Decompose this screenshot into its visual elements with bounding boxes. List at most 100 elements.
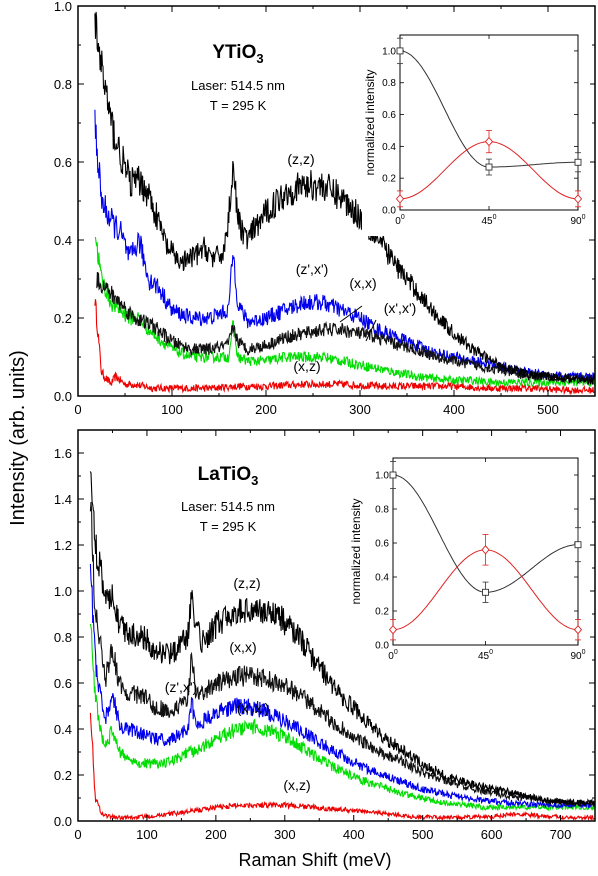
inset-x-tick-degree: 0: [394, 649, 398, 656]
inset-y-tick-label: 0.6: [375, 539, 389, 550]
inset-x-tick-degree: 0: [489, 649, 493, 656]
series-line-xz: [94, 299, 595, 396]
inset-x-tick-value: 0: [388, 651, 394, 662]
series-label-zx: (z',x'): [165, 679, 198, 695]
inset-y-tick-label: 0.8: [375, 505, 389, 516]
inset-y-label: normalized intensity: [363, 69, 377, 175]
x-tick-label: 400: [443, 402, 465, 417]
inset-y-tick-label: 0.0: [382, 206, 396, 217]
compound-name: LaTiO: [198, 464, 252, 485]
inset-diamond-point: [484, 136, 494, 147]
series-line-xpxp: [89, 623, 595, 812]
inset-x-tick-value: 0: [395, 216, 401, 227]
inset-square-point: [389, 471, 397, 479]
series-label-xpxp: (x',x'): [384, 300, 417, 316]
label-pointer: [365, 319, 377, 342]
inset-x-tick-degree: 0: [401, 214, 405, 221]
inset-y-tick-label: 1.0: [382, 46, 396, 57]
inset-x-tick-degree: 0: [582, 649, 586, 656]
inset-background: [362, 20, 590, 236]
label-pointer: [339, 305, 363, 323]
x-tick-label: 500: [537, 402, 559, 417]
x-tick-label: 400: [343, 827, 365, 842]
inset-square-point: [396, 47, 404, 55]
series-line-zx: [94, 109, 595, 382]
x-tick-label: 100: [136, 827, 158, 842]
inset-diamond-point: [573, 194, 583, 204]
inset-square-point: [482, 588, 489, 596]
inset-y-tick-label: 1.0: [375, 471, 389, 482]
y-tick-label: 0.6: [54, 155, 72, 170]
compound-title: YTiO3: [212, 42, 263, 66]
chart-panel-2: 0 100 200 300 400 500 600 7000.00.20.40.60.81.0…: [54, 429, 596, 842]
series-line-xpxp: [94, 236, 595, 388]
inset-x-tick-label: 900: [570, 214, 585, 227]
y-tick-label: 0.2: [54, 768, 72, 783]
inset-y-tick-label: 0.4: [375, 573, 389, 584]
y-tick-label: 1.2: [54, 538, 72, 553]
series-line-zx: [89, 563, 595, 810]
inset-diamond-point: [481, 545, 490, 555]
series-label-xz: (x,z): [293, 358, 320, 374]
y-tick-label: 1.6: [54, 446, 72, 461]
y-tick-label: 0.4: [54, 722, 72, 737]
laser-label: Laser: 514.5 nm: [181, 499, 275, 514]
inset-x-tick-value: 90: [570, 651, 582, 662]
inset-x-tick-value: 90: [570, 216, 582, 227]
series-group: [94, 11, 595, 396]
series-line-xx: [89, 501, 595, 808]
y-tick-label: 0.2: [54, 311, 72, 326]
inset-y-label: normalized intensity: [349, 498, 363, 604]
temperature-label: T = 295 K: [210, 98, 267, 113]
y-tick-label: 1.0: [54, 584, 72, 599]
plot-frame: [77, 429, 596, 822]
x-tick-label: 0: [74, 402, 81, 417]
x-tick-label: 300: [349, 402, 371, 417]
compound-subscript: 3: [251, 473, 258, 488]
inset-x-tick-label: 450: [481, 214, 496, 227]
y-axis-label: Intensity (arb. units): [7, 350, 29, 526]
series-label-xpxp: (x',x'): [237, 700, 270, 716]
x-tick-label: 500: [412, 827, 434, 842]
series-label-xx: (x,x): [229, 639, 256, 655]
series-label-zz: (z,z): [233, 575, 260, 591]
chart-panel-1: 0 100 200 300 400 5000.00.20.40.60.81.0YTiO3L…: [54, 0, 596, 417]
inset-x-tick-label: 00: [388, 649, 398, 662]
compound-name: YTiO: [212, 42, 256, 63]
y-tick-label: 0.8: [54, 630, 72, 645]
series-label-xz: (x,z): [283, 777, 310, 793]
y-tick-label: 0.6: [54, 676, 72, 691]
y-tick-label: 0.8: [54, 77, 72, 92]
inset-y-tick-label: 0.8: [382, 78, 396, 89]
series-label-zx: (z',x'): [296, 261, 329, 277]
x-tick-label: 200: [255, 402, 277, 417]
inset-diamond-point: [395, 194, 405, 204]
series-label-xx: (x,x): [349, 275, 376, 291]
inset-y-tick-label: 0.4: [382, 142, 396, 153]
x-axis-label: Raman Shift (meV): [238, 850, 391, 870]
x-tick-label: 0: [74, 827, 81, 842]
x-tick-label: 200: [205, 827, 227, 842]
x-tick-label: 700: [550, 827, 572, 842]
x-tick-label: 600: [481, 827, 503, 842]
temperature-label: T = 295 K: [200, 519, 257, 534]
series-line-xz: [89, 712, 595, 821]
compound-title: LaTiO3: [198, 464, 259, 488]
inset-square-point: [574, 541, 582, 549]
compound-subscript: 3: [256, 51, 263, 66]
inset-x-tick-label: 00: [395, 214, 405, 227]
inset-y-tick-label: 0.0: [375, 641, 389, 652]
y-tick-label: 0.0: [54, 389, 72, 404]
inset-y-tick-label: 0.6: [382, 110, 396, 121]
inset-y-tick-label: 0.2: [375, 607, 389, 618]
inset-square-point: [574, 158, 582, 166]
inset-y-tick-label: 0.2: [382, 174, 396, 185]
y-tick-label: 0.4: [54, 233, 72, 248]
series-line-xx: [96, 271, 595, 384]
x-tick-label: 300: [274, 827, 296, 842]
inset-x-tick-value: 45: [478, 651, 490, 662]
y-tick-label: 0.0: [54, 814, 72, 829]
